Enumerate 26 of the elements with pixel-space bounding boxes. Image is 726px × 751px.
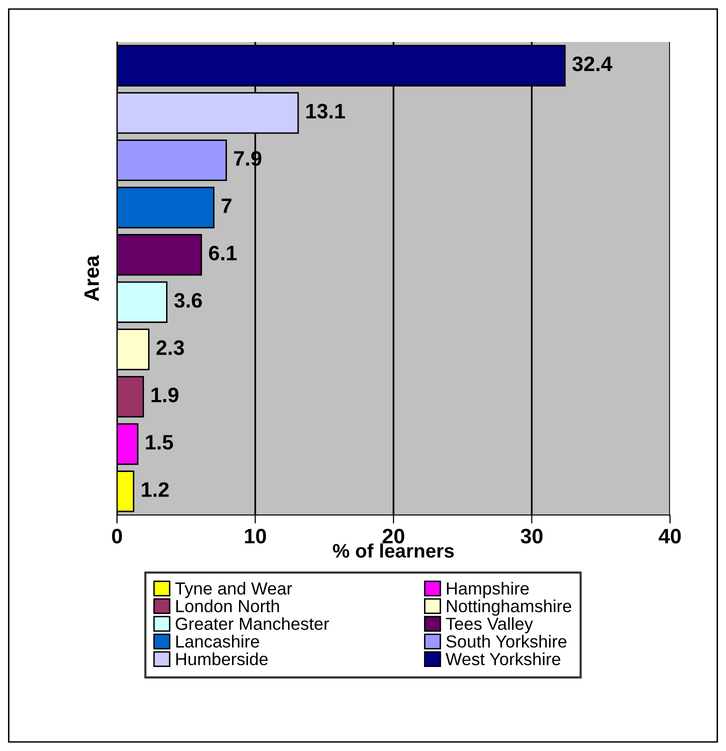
x-tick-label: 0 [112, 528, 122, 544]
data-label: 6.1 [209, 246, 237, 260]
x-tick-label: 20 [382, 528, 404, 544]
legend-label: Tyne and Wear [175, 582, 292, 598]
legend-label: West Yorkshire [446, 652, 560, 666]
legend-label: Humberside [176, 652, 268, 666]
legend-label: Hampshire [446, 582, 529, 598]
legend-label: South Yorkshire [446, 634, 566, 648]
data-label: 1.5 [146, 435, 174, 450]
legend-label: Nottinghamshire [446, 600, 572, 616]
data-label: 3.6 [174, 292, 202, 308]
data-label: 13.1 [306, 104, 346, 119]
x-tick-label: 30 [520, 528, 542, 544]
legend-label: Tees Valley [446, 617, 534, 634]
data-label: 32.4 [572, 56, 612, 72]
data-label: 7 [222, 198, 232, 213]
data-label: 1.9 [152, 388, 178, 402]
x-axis-title: % of learners [332, 543, 454, 558]
legend-label: Lancashire [176, 634, 260, 648]
legend-label: London North [176, 600, 279, 612]
y-axis-title: Area [84, 255, 99, 302]
x-tick-label: 40 [658, 528, 681, 544]
x-tick-label: 10 [244, 528, 266, 544]
data-label: 1.2 [142, 482, 169, 497]
legend-label: Greater Manchester [176, 617, 329, 630]
data-label: 2.3 [156, 340, 184, 356]
